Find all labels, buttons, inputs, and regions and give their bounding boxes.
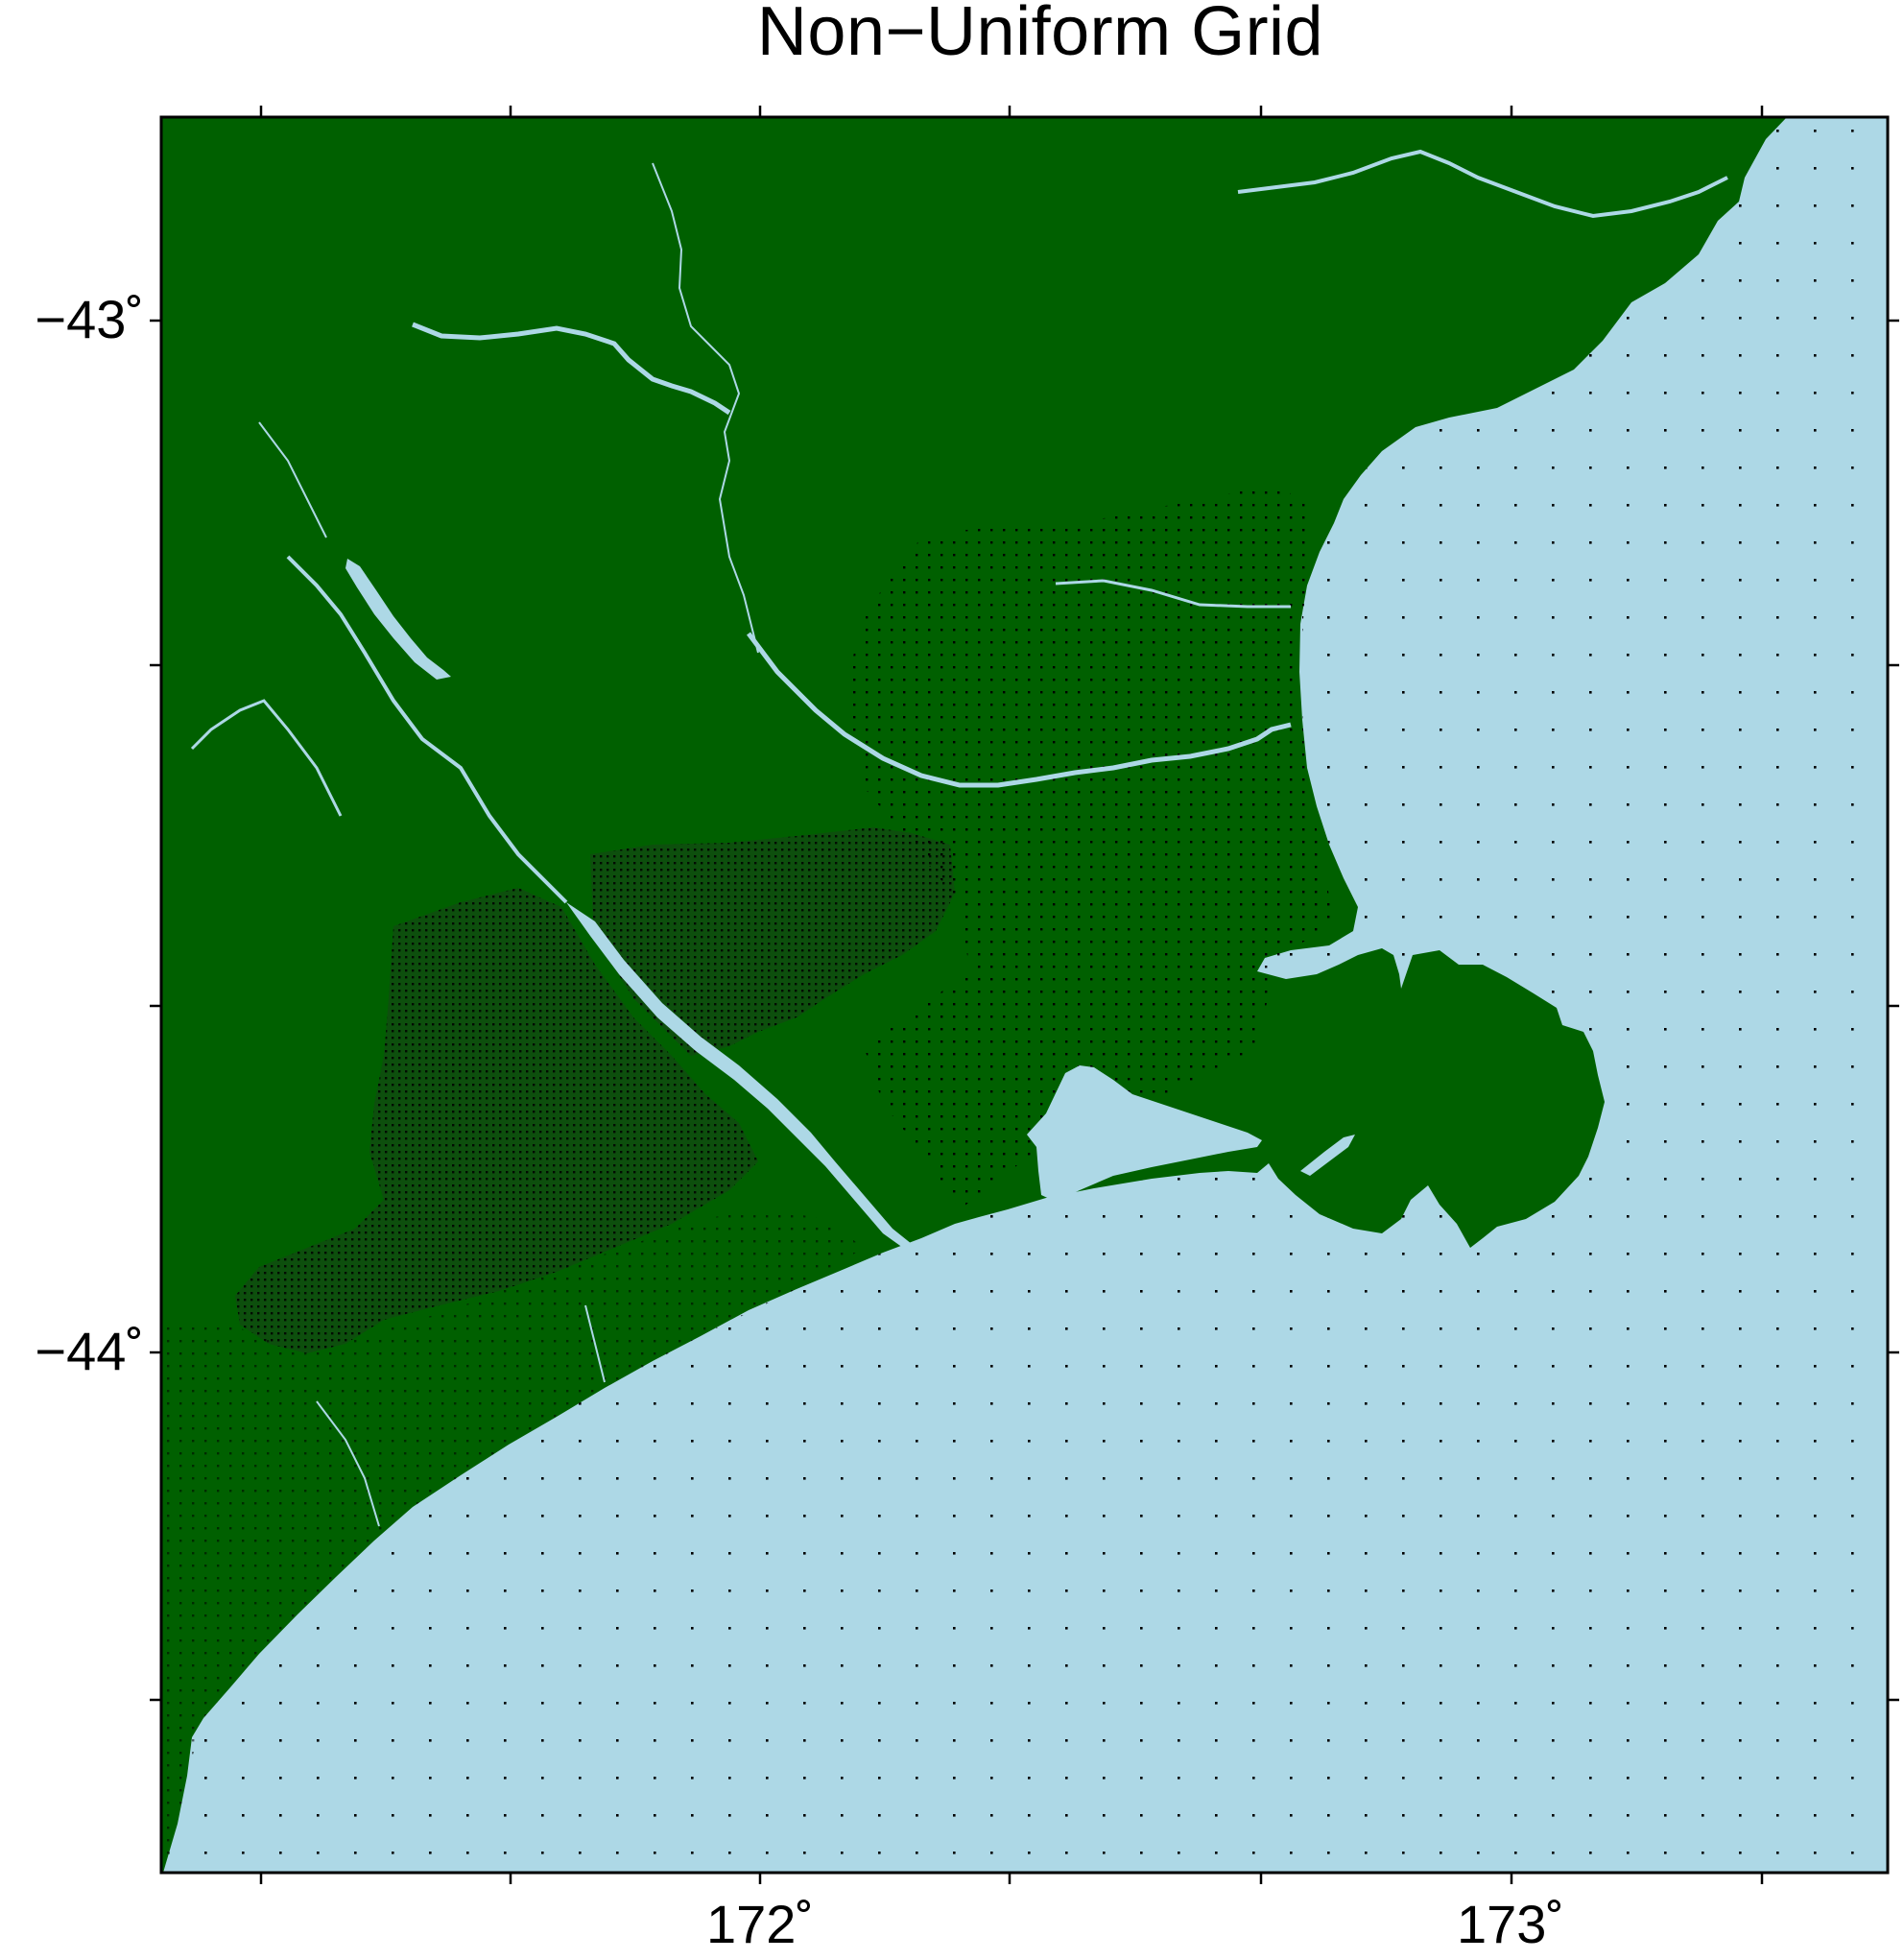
- minor-river-3: [584, 1304, 606, 1383]
- waimakariri-river: [566, 902, 916, 1253]
- lon-label-173: 173˚: [1456, 1894, 1565, 1954]
- minor-river-4: [316, 1400, 380, 1527]
- waiau-river: [1237, 149, 1728, 219]
- dense-grid-region-central: [590, 827, 955, 1056]
- lon-label-172: 172˚: [705, 1894, 815, 1954]
- axis-ticks: [150, 106, 1899, 1884]
- lat-label-44: −44˚: [35, 1321, 144, 1381]
- minor-river-1: [652, 162, 759, 654]
- map-frame: [159, 115, 1890, 1875]
- hurunui-river: [412, 322, 731, 416]
- minor-river-2: [258, 421, 327, 538]
- sparse-grid-band-south: [161, 1209, 864, 1873]
- map-title: Non−Uniform Grid: [756, 0, 1324, 70]
- dense-grid-region-west: [235, 888, 758, 1353]
- medium-grid-region: [845, 485, 1334, 1209]
- waimakariri-upper: [286, 555, 568, 904]
- lake-ellesmere: [1027, 1065, 1262, 1202]
- waipara-river: [747, 632, 1292, 788]
- ashley-river: [1055, 579, 1291, 609]
- lake-forsyth: [1300, 1135, 1355, 1176]
- lake-coleridge: [345, 559, 451, 680]
- lat-label-43: −43˚: [35, 289, 144, 349]
- rakaia-river: [190, 699, 343, 817]
